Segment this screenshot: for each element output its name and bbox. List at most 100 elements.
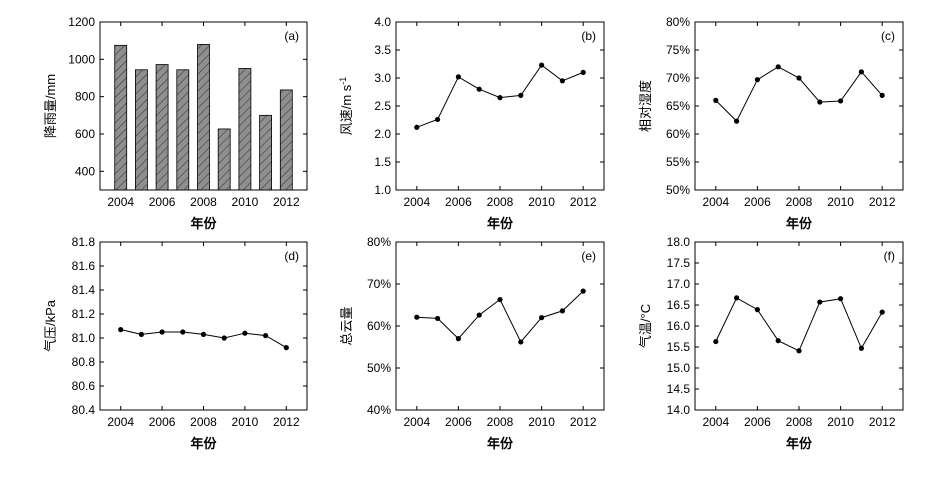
y-axis-title-text: 总云量 — [339, 306, 354, 345]
y-tick-label: 15.5 — [667, 340, 691, 354]
data-point-2007 — [476, 86, 482, 92]
y-tick-label: 50% — [367, 361, 391, 375]
data-point-2005 — [734, 295, 740, 301]
x-tick-label: 2008 — [786, 415, 813, 429]
y-axis-title: 降雨量/mm — [43, 74, 58, 138]
y-axis-title: 气温/°C — [638, 304, 653, 348]
y-tick-label: 80.8 — [72, 355, 96, 369]
data-point-2009 — [221, 335, 227, 341]
bar-2005 — [134, 69, 148, 191]
x-tick-label: 2008 — [190, 195, 217, 209]
data-point-2007 — [775, 338, 781, 344]
x-tick-label: 2006 — [149, 415, 176, 429]
y-axis-title-text: 气压/kPa — [43, 299, 58, 352]
panel-label: (b) — [581, 29, 596, 43]
data-point-2009 — [518, 92, 524, 98]
x-axis-title: 年份 — [190, 436, 217, 451]
data-point-2005 — [435, 116, 441, 123]
x-tick-label: 2010 — [232, 415, 259, 429]
data-point-2010 — [838, 98, 844, 104]
data-point-2010 — [838, 296, 844, 302]
y-tick-label: 2.5 — [374, 99, 391, 113]
y-axis-title-text: 风速/m s — [339, 84, 354, 135]
data-point-2004 — [713, 97, 719, 103]
data-point-2012 — [879, 92, 885, 98]
panel-label: (c) — [881, 29, 895, 43]
x-tick-label: 2012 — [570, 415, 597, 429]
x-tick-label: 2010 — [528, 195, 555, 209]
x-tick-label: 2004 — [702, 195, 729, 209]
x-tick-label: 2010 — [827, 415, 854, 429]
y-tick-label: 65% — [666, 99, 690, 113]
panel-d: 80.4 80.6 80.8 81.0 81.2 81.4 81.6 81.8 2004 2006… — [43, 235, 308, 451]
data-point-2005 — [734, 118, 740, 124]
y-tick-label: 80.6 — [72, 379, 96, 393]
y-tick-label: 81.2 — [72, 307, 96, 321]
data-point-2008 — [497, 95, 503, 101]
data-point-2011 — [559, 308, 566, 314]
x-tick-label: 2010 — [528, 415, 555, 429]
y-tick-label: 40% — [367, 403, 391, 417]
x-tick-label: 2004 — [107, 195, 134, 209]
panel-f: 14.0 14.5 15.0 15.5 16.0 16.5 17.0 17.5 18.0 2004… — [638, 235, 904, 451]
y-tick-label: 60% — [367, 319, 391, 333]
data-point-2006 — [754, 307, 761, 313]
data-point-2007 — [180, 329, 186, 335]
data-point-2008 — [796, 348, 802, 354]
data-point-2012 — [283, 345, 289, 351]
y-axis-title-text: 相对湿度 — [638, 80, 653, 132]
data-point-2010 — [539, 315, 545, 321]
y-tick-label: 4.0 — [374, 15, 391, 29]
y-tick-label: 81.8 — [72, 235, 96, 249]
y-tick-label: 81.6 — [72, 259, 96, 273]
y-tick-label: 1000 — [68, 52, 95, 66]
data-point-2009 — [518, 339, 524, 345]
x-tick-label: 2012 — [869, 415, 896, 429]
plot-frame — [694, 21, 904, 191]
data-point-2005 — [435, 315, 441, 322]
y-tick-label: 60% — [666, 127, 690, 141]
x-tick-label: 2006 — [744, 415, 771, 429]
data-point-2004 — [414, 124, 420, 130]
y-axis-title: 总云量 — [339, 306, 354, 345]
data-point-2009 — [817, 299, 823, 305]
panel-label: (f) — [884, 249, 895, 263]
data-point-2008 — [200, 331, 207, 337]
y-tick-label: 16.0 — [667, 319, 691, 333]
y-tick-label: 80.4 — [72, 403, 96, 417]
bar-2004 — [114, 44, 128, 191]
x-tick-label: 2012 — [273, 415, 300, 429]
bar-2011 — [259, 114, 273, 191]
x-axis-title: 年份 — [487, 216, 514, 231]
y-tick-label: 16.5 — [667, 298, 691, 312]
y-tick-label: 2.0 — [374, 127, 391, 141]
x-tick-label: 2012 — [570, 195, 597, 209]
data-point-2011 — [263, 333, 269, 339]
y-tick-label: 1.0 — [374, 183, 391, 197]
y-tick-label: 14.5 — [667, 382, 691, 396]
data-point-2004 — [713, 338, 719, 345]
y-axis-title: 相对湿度 — [638, 80, 653, 132]
x-tick-label: 2010 — [827, 195, 854, 209]
x-tick-label: 2004 — [403, 415, 430, 429]
plot-frame — [395, 241, 605, 411]
x-tick-label: 2004 — [403, 195, 430, 209]
x-axis-title: 年份 — [786, 436, 813, 451]
y-tick-label: 600 — [75, 127, 95, 141]
bar-2008 — [197, 44, 210, 191]
x-axis-title: 年份 — [786, 216, 813, 231]
y-tick-label: 81.4 — [72, 283, 96, 297]
y-tick-label: 18.0 — [667, 235, 691, 249]
data-point-2008 — [497, 296, 503, 303]
x-tick-label: 2012 — [869, 195, 896, 209]
y-tick-label: 1.5 — [374, 155, 391, 169]
bar-2012 — [279, 89, 293, 191]
y-tick-label: 50% — [666, 183, 690, 197]
data-point-2012 — [580, 288, 586, 294]
bar-2009 — [217, 128, 231, 191]
y-axis-title-superscript: -1 — [338, 77, 348, 85]
x-tick-label: 2006 — [744, 195, 771, 209]
y-tick-label: 70% — [666, 71, 690, 85]
x-tick-label: 2004 — [107, 415, 134, 429]
data-point-2011 — [858, 345, 865, 351]
